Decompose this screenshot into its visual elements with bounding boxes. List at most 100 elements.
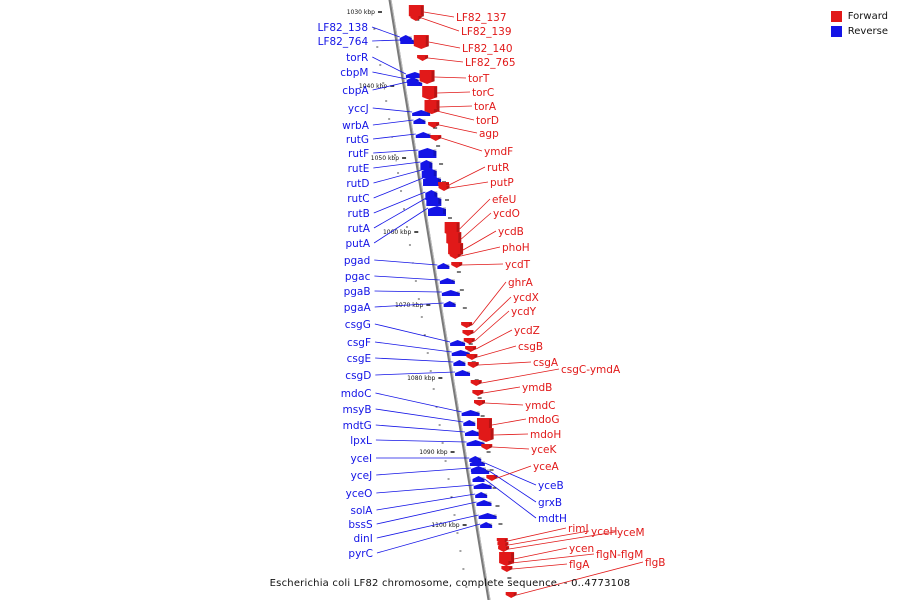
gene-label-mdoc[interactable]: mdoC — [341, 388, 372, 400]
gene-label-pgaa[interactable]: pgaA — [344, 302, 372, 314]
gene-label-grxb[interactable]: grxB — [538, 497, 562, 509]
gene-label-putp[interactable]: putP — [490, 177, 514, 189]
gene-label-puta[interactable]: putA — [345, 238, 370, 250]
reverse-feature-rutc-shade — [438, 177, 442, 184]
leader-line — [374, 290, 442, 293]
gene-label-ycek[interactable]: yceK — [531, 444, 557, 456]
reverse-feature-msyb-shape — [463, 420, 476, 426]
gene-label-pgad[interactable]: pgad — [344, 255, 370, 267]
leader-line — [516, 561, 644, 596]
forward-feature-csgc-ymda — [470, 380, 482, 386]
gene-label-ghra[interactable]: ghrA — [508, 277, 534, 289]
forward-feature-tord-shape — [425, 108, 437, 114]
reverse-feature-puta-shape — [427, 206, 446, 216]
gene-label-ycdy[interactable]: ycdY — [511, 306, 537, 318]
leader-line — [478, 361, 532, 366]
gene-label-csge[interactable]: csgE — [347, 353, 372, 365]
gene-label-tora[interactable]: torA — [474, 101, 497, 113]
reverse-feature-rutc-shape — [423, 176, 442, 186]
gene-label-yceh[interactable]: yceH — [591, 526, 617, 538]
forward-feature-lf82-765-shade — [425, 56, 429, 59]
gene-label-cbpm[interactable]: cbpM — [340, 67, 368, 79]
gene-label-ycej[interactable]: yceJ — [351, 470, 373, 482]
gene-label-ycem[interactable]: yceM — [617, 527, 645, 539]
reverse-feature-pyrc-shade — [489, 523, 493, 526]
gene-label-yceo[interactable]: yceO — [346, 488, 373, 500]
gene-label-dini[interactable]: dinI — [353, 533, 372, 545]
gene-label-rutf[interactable]: rutF — [348, 148, 369, 160]
gene-label-lf82-137[interactable]: LF82_137 — [456, 12, 507, 24]
gene-label-ycdx[interactable]: ycdX — [513, 292, 539, 304]
gene-label-csgb[interactable]: csgB — [518, 341, 543, 353]
gene-label-lf82-765[interactable]: LF82_765 — [465, 57, 516, 69]
forward-feature-ghra-shape — [461, 322, 473, 328]
forward-feature-ymdb-shade — [480, 391, 484, 394]
gene-label-agp[interactable]: agp — [479, 128, 499, 140]
leader-line — [477, 345, 517, 358]
gene-label-csga[interactable]: csgA — [533, 357, 559, 369]
gene-label-torr[interactable]: torR — [346, 52, 368, 64]
gene-label-phoh[interactable]: phoH — [502, 242, 530, 254]
gene-label-rutc[interactable]: rutC — [347, 193, 369, 205]
reverse-feature-puta-shade — [442, 207, 446, 214]
gene-label-csgg[interactable]: csgG — [345, 319, 371, 331]
gene-label-mdth[interactable]: mdtH — [538, 513, 567, 525]
gene-label-ycdb[interactable]: ycdB — [498, 226, 524, 238]
gene-label-mdog[interactable]: mdoG — [528, 414, 559, 426]
gene-label-flgn-flgm[interactable]: flgN-flgM — [596, 549, 643, 561]
gene-label-lf82-764[interactable]: LF82_764 — [318, 36, 369, 48]
gene-label-wrba[interactable]: wrbA — [342, 120, 370, 132]
gene-label-mdoh[interactable]: mdoH — [530, 429, 561, 441]
gene-label-ruta[interactable]: rutA — [348, 223, 371, 235]
gene-label-efeu[interactable]: efeU — [492, 194, 516, 206]
gene-label-lpxl[interactable]: lpxL — [350, 435, 372, 447]
gene-label-yccj[interactable]: yccJ — [348, 103, 369, 115]
gene-label-lf82-140[interactable]: LF82_140 — [462, 43, 513, 55]
gene-label-csgd[interactable]: csgD — [345, 370, 371, 382]
gene-label-pgab[interactable]: pgaB — [344, 286, 371, 298]
forward-swatch — [830, 11, 842, 22]
gene-label-tort[interactable]: torT — [468, 73, 490, 85]
leader-line — [376, 493, 476, 511]
gene-label-lf82-138[interactable]: LF82_138 — [317, 22, 368, 34]
gene-label-rutd[interactable]: rutD — [346, 178, 369, 190]
gene-label-rutg[interactable]: rutG — [346, 134, 369, 146]
gene-label-rimj[interactable]: rimJ — [568, 523, 589, 535]
gene-label-ymdc[interactable]: ymdC — [525, 400, 555, 412]
gene-label-tord[interactable]: torD — [476, 115, 499, 127]
gene-label-ycea[interactable]: yceA — [533, 461, 559, 473]
gene-label-yceb[interactable]: yceB — [538, 480, 564, 492]
gene-label-flga[interactable]: flgA — [569, 559, 590, 571]
gene-label-ycei[interactable]: yceI — [351, 453, 373, 465]
reverse-feature-lf82-764-shape — [400, 38, 416, 44]
gene-label-ymdb[interactable]: ymdB — [522, 382, 552, 394]
reverse-feature-pyrc — [480, 522, 493, 528]
gene-label-rutb[interactable]: rutB — [348, 208, 370, 220]
chromosome-axis — [388, 0, 491, 600]
gene-label-pgac[interactable]: pgac — [345, 271, 371, 283]
gene-label-torc[interactable]: torC — [472, 87, 494, 99]
gene-label-ycdz[interactable]: ycdZ — [514, 325, 540, 337]
gene-label-sola[interactable]: solA — [351, 505, 374, 517]
gene-label-ymdf[interactable]: ymdF — [484, 146, 513, 158]
gene-label-rute[interactable]: rutE — [348, 163, 370, 175]
gene-label-csgc-ymda[interactable]: csgC-ymdA — [561, 364, 621, 376]
gene-label-msyb[interactable]: msyB — [342, 404, 371, 416]
gene-label-bsss[interactable]: bssS — [348, 519, 373, 531]
map-caption: Escherichia coli LF82 chromosome, comple… — [269, 578, 631, 589]
gene-label-ycdo[interactable]: ycdO — [493, 208, 520, 220]
forward-feature-csgc-ymda-shade — [478, 381, 482, 384]
gene-label-pyrc[interactable]: pyrC — [348, 548, 373, 560]
reverse-feature-torr-shape — [405, 72, 424, 78]
leader-line — [372, 39, 401, 42]
gene-label-lf82-139[interactable]: LF82_139 — [461, 26, 512, 38]
forward-feature-phoh — [449, 253, 461, 259]
gene-label-rutr[interactable]: rutR — [487, 162, 509, 174]
gene-label-flgb[interactable]: flgB — [645, 557, 665, 569]
gene-label-cbpa[interactable]: cbpA — [342, 85, 369, 97]
gene-label-ycdt[interactable]: ycdT — [505, 259, 531, 271]
gene-label-ycen[interactable]: ycen — [569, 543, 594, 555]
gene-label-csgf[interactable]: csgF — [347, 337, 371, 349]
gene-label-mdtg[interactable]: mdtG — [343, 420, 372, 432]
forward-feature-phoh-shade — [457, 254, 461, 257]
